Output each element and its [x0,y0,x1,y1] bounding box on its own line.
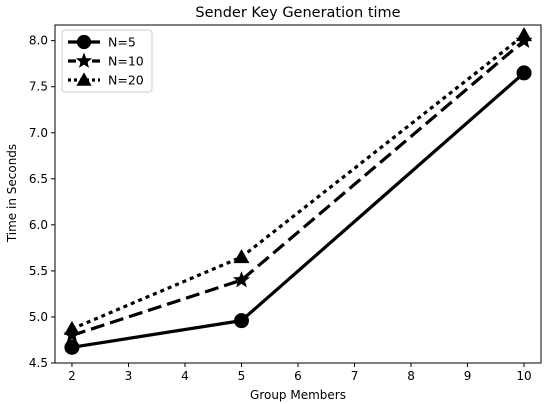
x-tick-label: 7 [351,369,359,383]
legend-label: N=20 [108,73,144,88]
y-axis-label: Time in Seconds [5,144,19,243]
legend-label: N=5 [108,35,136,50]
data-point-star [63,326,81,343]
x-tick-label: 2 [68,369,76,383]
series-line [71,71,526,349]
y-axis: 4.5 5.0 5.5 6.0 6.5 7.0 7.5 8.0 [29,34,55,370]
data-point-circle [516,65,532,81]
data-point-circle [64,339,80,355]
y-tick-label: 5.0 [29,310,48,324]
legend-label: N=10 [108,54,144,69]
x-tick-label: 4 [181,369,189,383]
data-point-star [515,31,533,48]
x-tick-label: 6 [294,369,302,383]
x-axis-label: Group Members [250,388,346,402]
data-point-star [75,52,93,68]
y-tick-label: 5.5 [29,264,48,278]
x-tick-label: 3 [125,369,133,383]
series-line [71,39,526,337]
x-tick-label: 9 [464,369,472,383]
y-tick-label: 6.0 [29,218,48,232]
y-tick-label: 6.5 [29,172,48,186]
legend: N=5 N=10 N=20 [61,29,153,93]
series-n-5 [64,65,532,355]
data-point-circle [76,34,92,50]
x-axis: 2 3 4 5 6 7 8 9 10 [68,363,532,383]
data-point-triangle [76,72,92,86]
data-point-star [232,271,251,288]
data-point-triangle [233,249,250,264]
chart-title: Sender Key Generation time [195,5,400,21]
y-tick-label: 8.0 [29,34,48,48]
y-tick-label: 4.5 [29,356,48,370]
x-tick-label: 10 [516,369,531,383]
x-tick-label: 8 [407,369,415,383]
x-tick-label: 5 [238,369,246,383]
series-n-10 [63,31,533,343]
data-point-circle [233,313,249,329]
y-tick-label: 7.5 [29,80,48,94]
y-tick-label: 7.0 [29,126,48,140]
